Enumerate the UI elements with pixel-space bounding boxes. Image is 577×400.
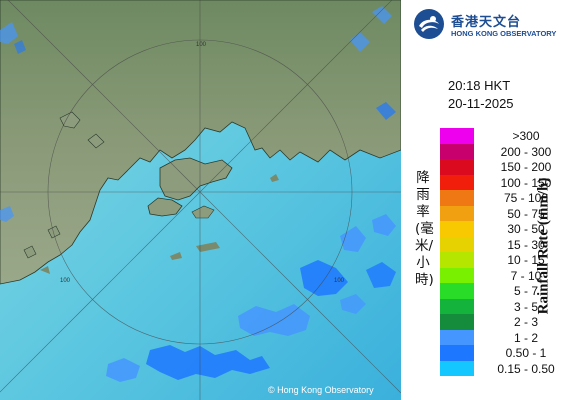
legend-swatch xyxy=(440,314,474,330)
legend-row: 15 - 30 xyxy=(440,236,570,252)
legend-swatch xyxy=(440,283,474,299)
estuary-islands xyxy=(23,111,105,259)
observatory-name-english: HONG KONG OBSERVATORY xyxy=(451,29,557,38)
legend-swatch xyxy=(440,205,474,221)
legend-swatch xyxy=(440,329,474,345)
legend-swatch xyxy=(440,143,474,159)
observatory-name-chinese: 香港天文台 xyxy=(451,15,522,30)
legend-unit-chinese: 降雨率(毫米/小時) xyxy=(415,170,434,288)
rain-echo-shape xyxy=(146,345,270,380)
legend-row: 3 - 5 xyxy=(440,298,570,314)
copyright-text: © Hong Kong Observatory xyxy=(268,385,374,395)
legend-row: >300 xyxy=(440,128,570,144)
range-spoke xyxy=(306,298,401,394)
hong-kong-island-group xyxy=(159,157,233,201)
range-spoke xyxy=(0,298,94,393)
legend-label: 30 - 50 xyxy=(507,222,545,236)
legend-row: 5 - 7 xyxy=(440,283,570,299)
rain-echo-shape xyxy=(0,206,14,222)
legend-swatch xyxy=(440,221,474,237)
radar-map[interactable]: 100 100 100 © Hong Kong Observatory xyxy=(0,0,401,400)
legend-row: 0.15 - 0.50 xyxy=(440,360,570,376)
legend-label: 0.15 - 0.50 xyxy=(497,361,555,376)
legend-row: 1 - 2 xyxy=(440,329,570,345)
legend-unit-english: Rainfall Rate (mm/h) xyxy=(535,177,552,315)
legend-swatch xyxy=(440,128,474,144)
rain-echo-shape xyxy=(372,214,396,236)
range-spoke xyxy=(7,0,94,86)
legend-label: 3 - 5 xyxy=(513,299,538,314)
legend-row: 0.50 - 1 xyxy=(440,345,570,361)
legend-row: 2 - 3 xyxy=(440,314,570,330)
rain-echo-shape xyxy=(372,6,392,24)
legend-label: 7 - 10 xyxy=(510,268,542,283)
legend-swatch xyxy=(440,190,474,206)
outlying-island xyxy=(191,205,215,219)
legend-swatch xyxy=(440,360,474,376)
legend-swatch xyxy=(440,159,474,175)
rain-echo-shape xyxy=(340,294,366,314)
legend-label: 50 - 75 xyxy=(507,206,545,221)
range-spoke xyxy=(306,0,393,86)
range-spoke xyxy=(92,191,201,300)
observatory-emblem-icon xyxy=(413,8,445,40)
legend-label: >300 xyxy=(512,129,540,143)
legend-row: 10 - 15 xyxy=(440,252,570,268)
rain-echo-shape xyxy=(14,40,26,54)
legend-row: 75 - 100 xyxy=(440,190,570,206)
legend-row: 50 - 75 xyxy=(440,205,570,221)
legend-label: 150 - 200 xyxy=(500,160,552,174)
legend-label: 0.50 - 1 xyxy=(505,346,547,360)
rain-echo-shape xyxy=(106,358,140,382)
mainland-landmass xyxy=(0,0,401,285)
legend-swatch xyxy=(440,298,474,314)
legend-swatch xyxy=(440,252,474,268)
rain-echo-shape xyxy=(238,304,310,336)
legend-label: 75 - 100 xyxy=(503,191,549,205)
rain-echo-shape xyxy=(0,22,18,44)
rain-echo-shape xyxy=(300,260,348,296)
legend-row: 7 - 10 xyxy=(440,267,570,283)
legend-label: 1 - 2 xyxy=(513,330,538,345)
legend-label: 5 - 7 xyxy=(513,284,538,298)
legend-row: 30 - 50 xyxy=(440,221,570,237)
legend-label: 2 - 3 xyxy=(513,315,538,329)
observatory-logo[interactable]: 香港天文台 HONG KONG OBSERVATORY xyxy=(413,8,575,42)
legend-label: 10 - 15 xyxy=(507,253,545,267)
legend-swatch xyxy=(440,174,474,190)
timestamp-time: 20:18 HKT xyxy=(448,78,511,93)
range-ring-label-east: 100 xyxy=(334,278,345,284)
legend-label: 100 - 150 xyxy=(500,175,552,190)
range-spoke xyxy=(199,84,308,193)
range-spoke xyxy=(92,84,201,193)
legend-row: 100 - 150 xyxy=(440,174,570,190)
timestamp-date: 20-11-2025 xyxy=(448,96,514,111)
range-ring-label-west: 100 xyxy=(60,278,71,284)
range-spoke xyxy=(199,191,308,300)
legend-label: 15 - 30 xyxy=(507,237,545,252)
legend-swatch xyxy=(440,236,474,252)
legend-row: 200 - 300 xyxy=(440,143,570,159)
radar-range-grid xyxy=(0,0,401,400)
rain-echo-shape xyxy=(376,102,396,120)
legend-panel: 香港天文台 HONG KONG OBSERVATORY 20:18 HKT 20… xyxy=(401,0,577,400)
legend-row: 150 - 200 xyxy=(440,159,570,175)
legend-label: 200 - 300 xyxy=(500,144,552,159)
lantau-island xyxy=(147,197,183,217)
rain-echo-shape xyxy=(366,262,396,288)
legend-swatch xyxy=(440,345,474,361)
range-ring-label-north: 100 xyxy=(196,42,207,48)
rain-echoes xyxy=(0,6,396,382)
legend-swatch xyxy=(440,267,474,283)
